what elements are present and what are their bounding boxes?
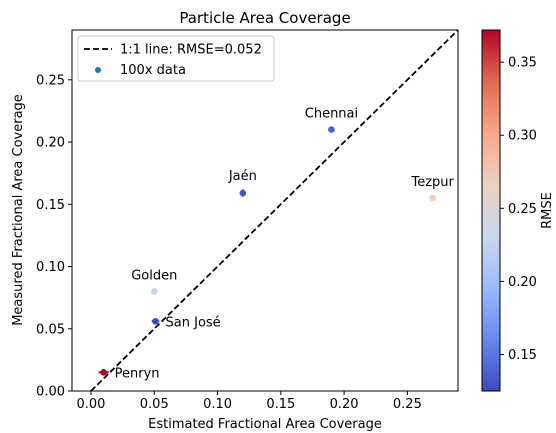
y-tick-label: 0.05 — [36, 322, 65, 337]
data-point — [239, 189, 247, 197]
x-tick-label: 0.15 — [266, 397, 295, 412]
legend: 1:1 line: RMSE=0.052 100x data — [77, 35, 275, 82]
point-label: Tezpur — [410, 175, 454, 190]
data-point — [150, 288, 158, 295]
colorbar-tick-label: 0.25 — [508, 202, 537, 217]
x-tick-label: 0.25 — [393, 397, 422, 412]
x-tick-label: 0.20 — [330, 397, 359, 412]
y-tick-label: 0.15 — [36, 198, 65, 213]
point-label: Golden — [131, 268, 177, 283]
legend-marker-swatch — [95, 67, 101, 73]
data-point — [429, 194, 436, 202]
legend-label: 1:1 line: RMSE=0.052 — [120, 43, 262, 58]
chart-title: Particle Area Coverage — [179, 9, 350, 27]
colorbar-label: RMSE — [540, 192, 555, 229]
data-point — [328, 126, 335, 133]
x-tick-label: 0.05 — [140, 397, 169, 412]
reference-line — [90, 30, 458, 391]
y-axis-label: Measured Fractional Area Coverage — [11, 94, 26, 326]
legend-label: 100x data — [120, 63, 186, 78]
plot-area — [72, 30, 458, 391]
x-axis-label: Estimated Fractional Area Coverage — [148, 417, 382, 432]
point-label: San José — [166, 315, 221, 330]
point-label: Jaén — [228, 169, 257, 184]
x-tick-label: 0.00 — [77, 397, 106, 412]
colorbar-tick-label: 0.15 — [508, 348, 537, 363]
colorbar-tick-label: 0.30 — [508, 129, 537, 144]
x-tick-label: 0.10 — [203, 397, 232, 412]
y-tick-label: 0.10 — [36, 260, 65, 275]
point-label: Chennai — [305, 107, 358, 122]
y-tick-label: 0.20 — [36, 136, 65, 151]
y-tick-label: 0.00 — [36, 385, 65, 400]
colorbar-tick-label: 0.35 — [508, 56, 537, 71]
point-label: Penryn — [115, 366, 160, 381]
legend-box — [77, 35, 275, 82]
plot-frame — [71, 29, 459, 392]
colorbar-tick-label: 0.20 — [508, 275, 537, 290]
data-point — [152, 317, 159, 325]
y-tick-label: 0.25 — [36, 73, 65, 88]
data-point — [100, 369, 107, 376]
colorbar: 0.15 0.20 0.25 0.30 0.35 RMSE — [481, 29, 555, 392]
colorbar-gradient — [481, 29, 501, 392]
